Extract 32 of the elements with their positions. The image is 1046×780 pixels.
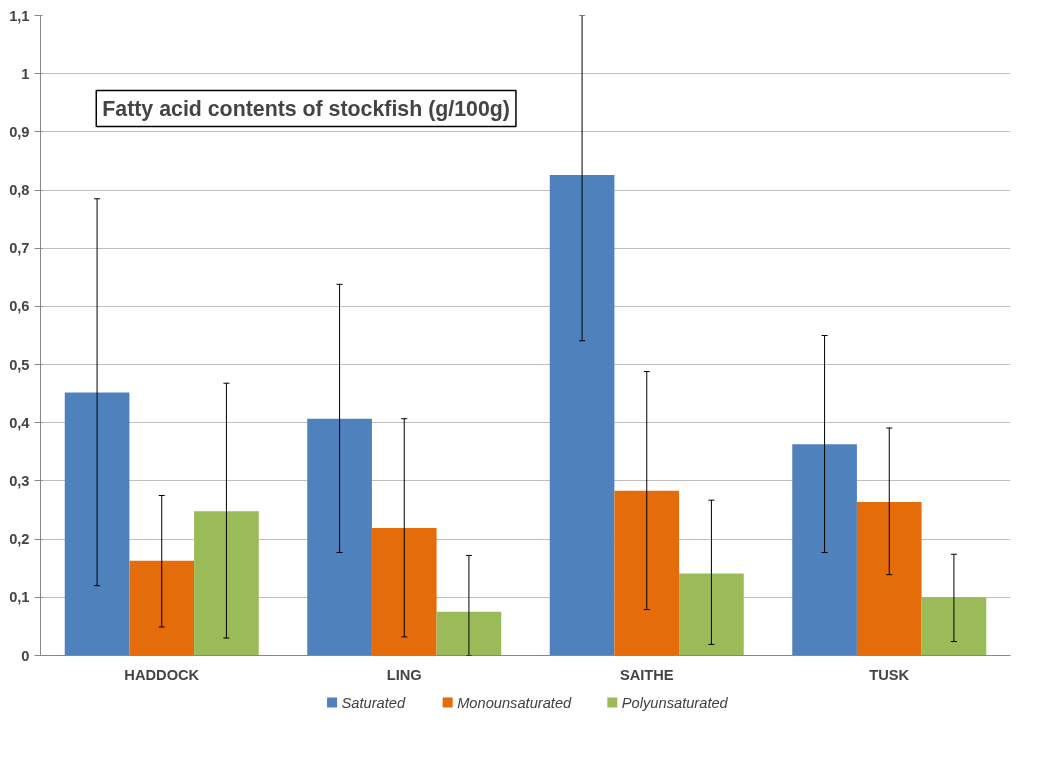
y-tick-label: 0,3 xyxy=(9,472,30,489)
text: Fatty acid contents of stockfish (g/100g) xyxy=(102,96,510,121)
y-tick-label: 0 xyxy=(21,647,30,664)
bar xyxy=(792,444,857,656)
legend-label: Monounsaturated xyxy=(457,694,573,711)
y-tick-label: 0,8 xyxy=(9,182,30,199)
y-tick-label: 0,2 xyxy=(9,531,30,548)
x-tick-label: LING xyxy=(386,666,422,683)
bar xyxy=(307,418,372,656)
y-tick-label: 0,7 xyxy=(9,240,30,257)
bar xyxy=(64,392,130,656)
bar xyxy=(371,528,437,656)
x-tick-label: TUSK xyxy=(869,666,910,683)
legend-label: Saturated xyxy=(341,694,406,711)
y-tick-label: 0,4 xyxy=(9,414,31,431)
bar xyxy=(436,611,502,656)
y-tick-label: 1 xyxy=(21,65,30,82)
y-tick-label: 0,5 xyxy=(9,356,30,373)
bar xyxy=(129,560,195,656)
y-tick-label: 0,6 xyxy=(9,298,30,315)
bar xyxy=(679,573,744,656)
bar xyxy=(614,490,680,656)
bar xyxy=(549,174,615,656)
x-tick-label: HADDOCK xyxy=(124,666,200,683)
y-tick-label: 0,9 xyxy=(9,123,30,140)
y-tick-label: 0,1 xyxy=(9,589,30,606)
y-tick-label: 1,1 xyxy=(9,7,30,24)
bar xyxy=(921,597,987,656)
bar xyxy=(856,501,922,656)
legend-label: Polyunsaturated xyxy=(621,694,729,711)
x-tick-label: SAITHE xyxy=(619,666,674,683)
bar xyxy=(194,511,259,656)
